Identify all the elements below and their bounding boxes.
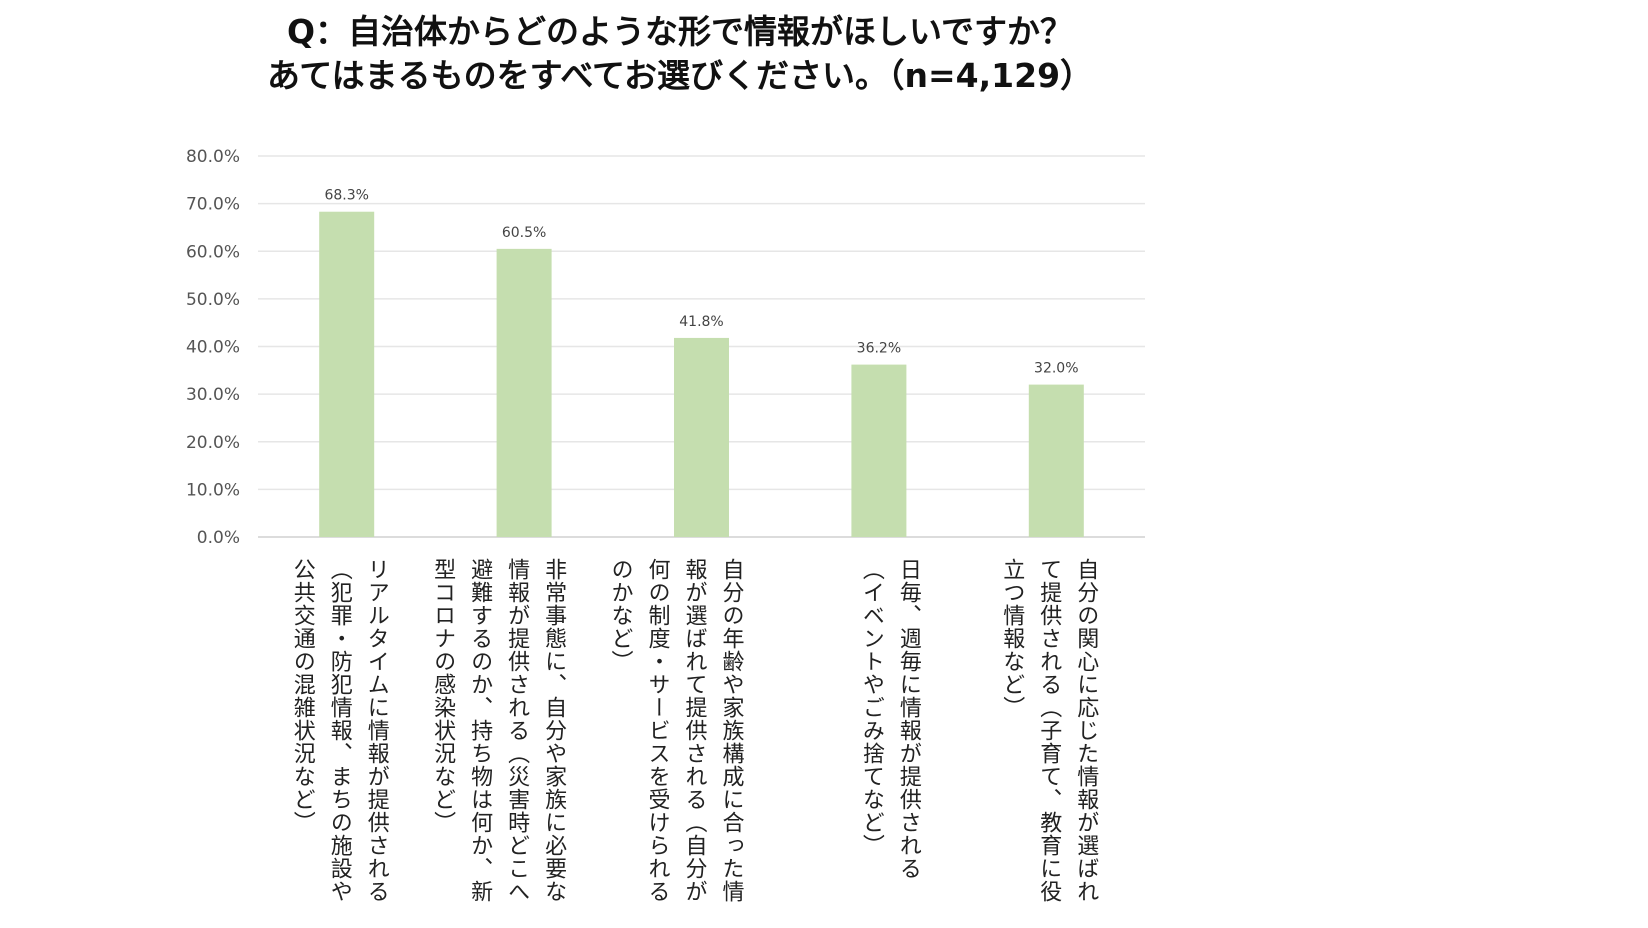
data-label: 68.3% xyxy=(324,188,368,204)
data-label: 32.0% xyxy=(1034,361,1078,377)
x-tick-label: 自分の年齢や家族構成に合った情報が選ばれて提供される（自分が何の制度・サービスを… xyxy=(607,558,744,903)
chart-title: Q：自治体からどのような形で情報がほしいですか？ あてはまるものをすべてお選びく… xyxy=(230,10,1130,98)
y-tick-label: 40.0% xyxy=(186,338,240,358)
x-tick-label: 非常事態に、自分や家族に必要な情報が提供される（災害時どこへ避難するのか、持ち物… xyxy=(430,558,567,903)
bar xyxy=(496,248,552,537)
x-tick-label: リアルタイムに情報が提供される（犯罪・防犯情報、まちの施設や公共交通の混雑状況な… xyxy=(289,558,389,903)
y-tick-label: 60.0% xyxy=(186,242,240,262)
y-tick-label: 30.0% xyxy=(186,385,240,405)
y-tick-label: 50.0% xyxy=(186,290,240,310)
data-label: 41.8% xyxy=(679,314,723,330)
y-tick-label: 20.0% xyxy=(186,433,240,453)
chart-title-line-1: Q：自治体からどのような形で情報がほしいですか？ xyxy=(286,12,1074,51)
bar xyxy=(674,337,729,537)
y-tick-label: 80.0% xyxy=(186,147,240,167)
chart-title-line-2: あてはまるものをすべてお選びください。（n=4,129） xyxy=(266,56,1094,95)
x-tick-label: 日毎、週毎に情報が提供される（イベントやごみ捨てなど） xyxy=(858,558,921,880)
x-tick-label: 自分の関心に応じた情報が選ばれて提供される（子育て、教育に役立つ情報など） xyxy=(999,558,1099,903)
bar xyxy=(851,364,907,537)
data-label: 36.2% xyxy=(857,341,901,357)
y-tick-label: 0.0% xyxy=(197,528,240,548)
bar xyxy=(1028,384,1084,537)
data-label: 60.5% xyxy=(502,225,546,241)
y-tick-label: 10.0% xyxy=(186,480,240,500)
y-tick-label: 70.0% xyxy=(186,195,240,215)
bar xyxy=(319,211,375,537)
